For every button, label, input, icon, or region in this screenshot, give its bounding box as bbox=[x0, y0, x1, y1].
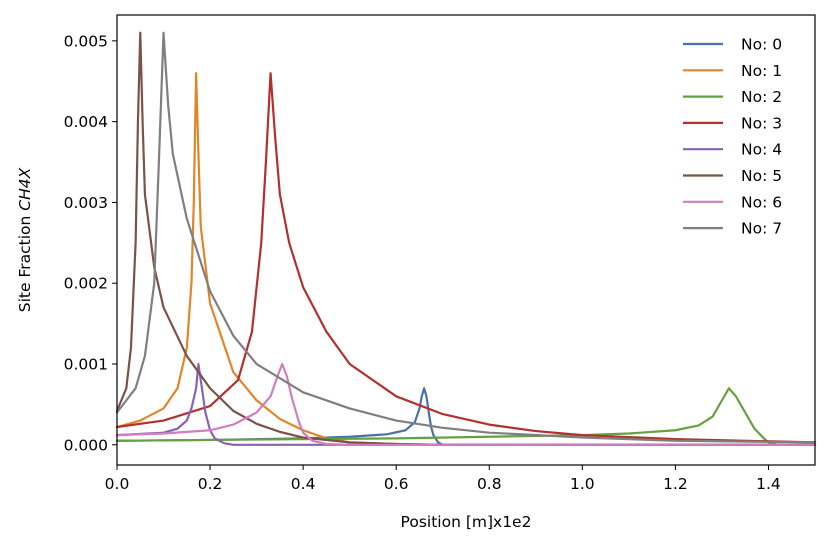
x-axis-ticks: 0.0 0.2 0.4 0.6 0.8 1.0 1.2 1.4 bbox=[105, 465, 781, 493]
y-tick-label: 0.001 bbox=[64, 356, 108, 374]
y-axis-label: Site Fraction CH4X bbox=[16, 167, 34, 312]
x-tick-label: 1.0 bbox=[570, 475, 595, 493]
series-line-0 bbox=[115, 387, 817, 446]
y-axis-label-species: CH4X bbox=[16, 167, 34, 210]
legend-label-1: No: 1 bbox=[741, 62, 782, 80]
series-line-3 bbox=[115, 72, 817, 444]
legend-label-4: No: 4 bbox=[741, 141, 782, 159]
y-tick-label: 0.002 bbox=[64, 275, 108, 293]
legend-label-3: No: 3 bbox=[741, 114, 782, 132]
legend-label-7: No: 7 bbox=[741, 220, 782, 238]
x-tick-label: 0.8 bbox=[477, 475, 502, 493]
legend: No: 0 No: 1 No: 2 No: 3 No: 4 No: 5 No: 6 No: 7 bbox=[683, 36, 782, 238]
x-tick-label: 0.2 bbox=[198, 475, 223, 493]
series-line-7 bbox=[115, 31, 817, 444]
series-line-5 bbox=[115, 31, 817, 446]
x-tick-label: 0.4 bbox=[291, 475, 316, 493]
legend-label-2: No: 2 bbox=[741, 88, 782, 106]
plot-frame bbox=[116, 14, 816, 466]
y-tick-label: 0.000 bbox=[64, 436, 108, 454]
y-tick-label: 0.003 bbox=[64, 194, 108, 212]
x-tick-label: 0.0 bbox=[105, 475, 130, 493]
legend-label-6: No: 6 bbox=[741, 193, 782, 211]
y-axis-label-prefix: Site Fraction bbox=[16, 211, 34, 312]
x-tick-label: 1.2 bbox=[663, 475, 688, 493]
x-tick-label: 0.6 bbox=[384, 475, 409, 493]
x-axis-label: Position [m]x1e2 bbox=[401, 513, 532, 531]
series-line-6 bbox=[115, 362, 817, 446]
x-tick-label: 1.4 bbox=[756, 475, 781, 493]
y-tick-label: 0.005 bbox=[64, 32, 108, 50]
series-line-2 bbox=[115, 387, 817, 446]
y-axis-ticks: 0.000 0.001 0.002 0.003 0.004 0.005 bbox=[64, 32, 117, 454]
legend-label-0: No: 0 bbox=[741, 36, 782, 54]
legend-label-5: No: 5 bbox=[741, 167, 782, 185]
plot-background bbox=[117, 15, 815, 465]
series-layer bbox=[115, 31, 817, 446]
y-tick-label: 0.004 bbox=[64, 113, 108, 131]
